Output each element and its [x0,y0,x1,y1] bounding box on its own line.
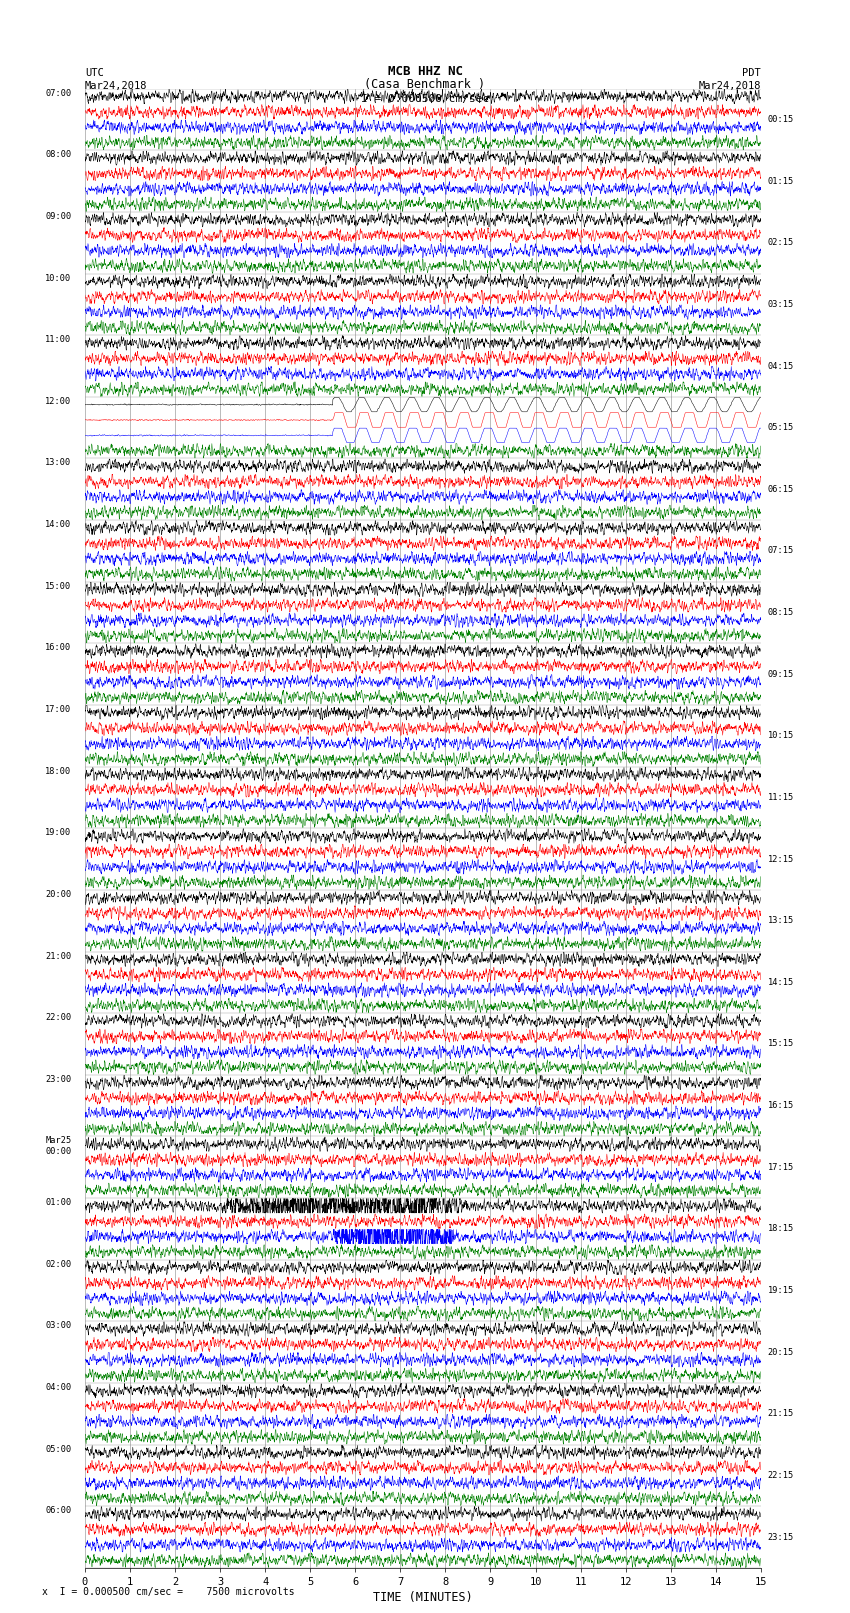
Text: Mar24,2018: Mar24,2018 [698,81,761,90]
Text: 03:15: 03:15 [768,300,794,310]
Text: 06:15: 06:15 [768,486,794,494]
Text: Mar25
00:00: Mar25 00:00 [45,1137,71,1157]
X-axis label: TIME (MINUTES): TIME (MINUTES) [373,1590,473,1603]
Text: 08:00: 08:00 [45,150,71,160]
Text: 06:00: 06:00 [45,1507,71,1515]
Text: 16:15: 16:15 [768,1102,794,1110]
Text: 02:00: 02:00 [45,1260,71,1269]
Text: 16:00: 16:00 [45,644,71,652]
Text: 15:15: 15:15 [768,1039,794,1048]
Text: 18:15: 18:15 [768,1224,794,1234]
Text: 21:15: 21:15 [768,1410,794,1418]
Text: 20:00: 20:00 [45,890,71,898]
Text: 19:00: 19:00 [45,829,71,837]
Text: 13:15: 13:15 [768,916,794,926]
Text: 09:00: 09:00 [45,211,71,221]
Text: 22:00: 22:00 [45,1013,71,1023]
Text: 14:00: 14:00 [45,519,71,529]
Text: 04:15: 04:15 [768,361,794,371]
Text: I = 0.000500 cm/sec: I = 0.000500 cm/sec [361,94,489,105]
Text: 15:00: 15:00 [45,582,71,590]
Text: 01:00: 01:00 [45,1198,71,1207]
Text: 10:15: 10:15 [768,731,794,740]
Text: 20:15: 20:15 [768,1347,794,1357]
Text: 17:00: 17:00 [45,705,71,715]
Text: 11:00: 11:00 [45,336,71,344]
Text: 05:00: 05:00 [45,1445,71,1453]
Text: 02:15: 02:15 [768,239,794,247]
Text: 14:15: 14:15 [768,977,794,987]
Text: 08:15: 08:15 [768,608,794,618]
Text: Mar24,2018: Mar24,2018 [85,81,148,90]
Text: 23:15: 23:15 [768,1532,794,1542]
Text: 09:15: 09:15 [768,669,794,679]
Text: 07:15: 07:15 [768,547,794,555]
Text: x  I = 0.000500 cm/sec =    7500 microvolts: x I = 0.000500 cm/sec = 7500 microvolts [42,1587,295,1597]
Text: 01:15: 01:15 [768,177,794,185]
Text: 13:00: 13:00 [45,458,71,468]
Text: 21:00: 21:00 [45,952,71,960]
Text: UTC: UTC [85,68,104,77]
Text: 07:00: 07:00 [45,89,71,98]
Text: 11:15: 11:15 [768,794,794,802]
Text: 04:00: 04:00 [45,1382,71,1392]
Text: 00:15: 00:15 [768,115,794,124]
Text: (Casa Benchmark ): (Casa Benchmark ) [365,77,485,90]
Text: 03:00: 03:00 [45,1321,71,1331]
Text: 22:15: 22:15 [768,1471,794,1479]
Text: 12:15: 12:15 [768,855,794,863]
Text: 12:00: 12:00 [45,397,71,406]
Text: 18:00: 18:00 [45,766,71,776]
Text: PDT: PDT [742,68,761,77]
Text: 23:00: 23:00 [45,1074,71,1084]
Text: MCB HHZ NC: MCB HHZ NC [388,65,462,77]
Text: 10:00: 10:00 [45,274,71,282]
Text: 05:15: 05:15 [768,423,794,432]
Text: 19:15: 19:15 [768,1286,794,1295]
Text: 17:15: 17:15 [768,1163,794,1171]
